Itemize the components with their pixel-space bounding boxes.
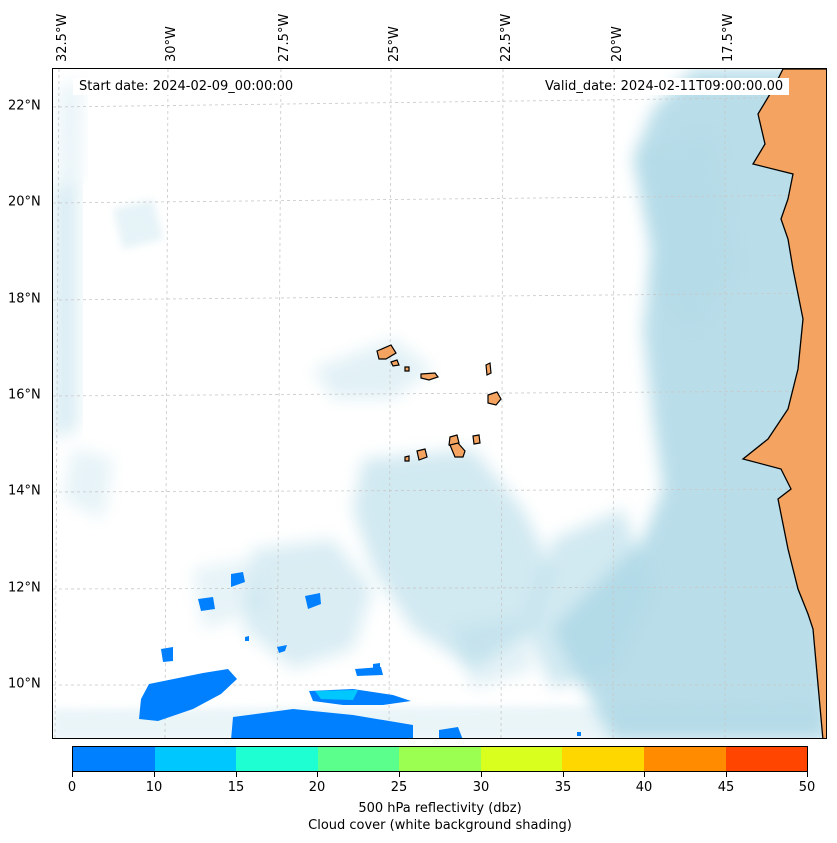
colorbar bbox=[72, 746, 808, 772]
lon-label-27-5w: 27.5°W bbox=[277, 13, 292, 62]
colorbar-tick-45: 45 bbox=[717, 780, 735, 795]
colorbar-segment-4 bbox=[399, 747, 481, 771]
colorbar-segment-1 bbox=[154, 747, 237, 771]
colorbar-segment-0 bbox=[73, 747, 155, 771]
colorbar-tick-10: 10 bbox=[145, 780, 163, 795]
reflectivity-patches bbox=[139, 572, 581, 738]
lat-label-16n: 16°N bbox=[8, 387, 41, 403]
lon-label-20w: 20°W bbox=[610, 26, 625, 62]
graticule bbox=[53, 69, 826, 738]
colorbar-subtitle: Cloud cover (white background shading) bbox=[308, 818, 572, 833]
colorbar-segment-8 bbox=[725, 747, 808, 771]
colorbar-tick-25: 25 bbox=[390, 780, 408, 795]
colorbar-title: 500 hPa reflectivity (dbz) bbox=[358, 801, 522, 816]
colorbar-tick-35: 35 bbox=[554, 780, 572, 795]
colorbar-segment-7 bbox=[643, 747, 726, 771]
lon-label-32-5w: 32.5°W bbox=[55, 13, 70, 62]
map-canvas bbox=[53, 69, 826, 738]
lon-label-22-5w: 22.5°W bbox=[499, 13, 514, 62]
lon-label-30w: 30°W bbox=[164, 26, 179, 62]
colorbar-segment-5 bbox=[480, 747, 563, 771]
map-panel[interactable] bbox=[52, 68, 827, 739]
cloud-cover-shading bbox=[53, 69, 826, 738]
colorbar-tick-40: 40 bbox=[635, 780, 653, 795]
start-date-label: Start date: 2024-02-09_00:00:00 bbox=[73, 78, 300, 95]
lon-label-17-5w: 17.5°W bbox=[721, 13, 736, 62]
lon-label-25w: 25°W bbox=[387, 26, 402, 62]
lat-label-20n: 20°N bbox=[8, 194, 41, 210]
lat-label-22n: 22°N bbox=[8, 98, 41, 114]
valid-date-label: Valid_date: 2024-02-11T09:00:00.00 bbox=[539, 78, 790, 95]
cape-verde-islands bbox=[376, 344, 502, 462]
lat-label-18n: 18°N bbox=[8, 291, 41, 307]
colorbar-segment-3 bbox=[317, 747, 400, 771]
colorbar-segment-6 bbox=[562, 747, 644, 771]
colorbar-segment-2 bbox=[236, 747, 318, 771]
lat-label-12n: 12°N bbox=[8, 580, 41, 596]
lat-label-14n: 14°N bbox=[8, 483, 41, 499]
lat-label-10n: 10°N bbox=[8, 676, 41, 692]
colorbar-tick-30: 30 bbox=[472, 780, 490, 795]
colorbar-tick-15: 15 bbox=[227, 780, 245, 795]
colorbar-tick-20: 20 bbox=[308, 780, 326, 795]
colorbar-tick-0: 0 bbox=[67, 780, 77, 795]
africa-land bbox=[741, 69, 826, 738]
colorbar-tick-50: 50 bbox=[798, 780, 816, 795]
